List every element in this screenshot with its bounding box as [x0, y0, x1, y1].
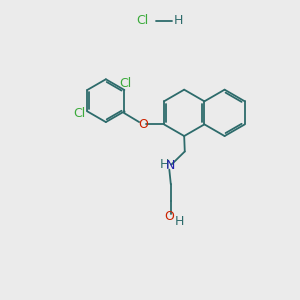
- Text: H: H: [173, 14, 183, 27]
- Text: Cl: Cl: [119, 77, 131, 90]
- Text: O: O: [138, 118, 148, 131]
- Text: Cl: Cl: [73, 107, 85, 120]
- Text: H: H: [159, 158, 169, 171]
- Text: Cl: Cl: [136, 14, 149, 27]
- Text: O: O: [164, 210, 174, 224]
- Text: H: H: [174, 214, 184, 227]
- Text: N: N: [166, 159, 176, 172]
